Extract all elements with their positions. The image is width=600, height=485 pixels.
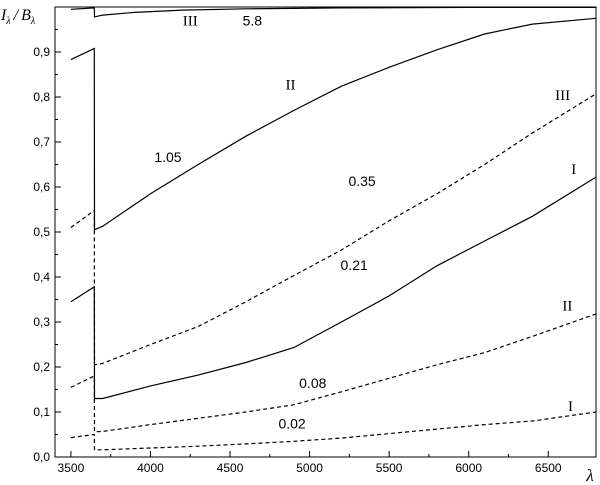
annotation-layer: III 5.8 II 1.05 III 0.35 I 0.21 II 0.08 I 0.02 xyxy=(154,13,576,432)
y-tick-label: 0,6 xyxy=(33,180,50,194)
y-title-b: B xyxy=(21,7,31,24)
roman-label: I xyxy=(568,399,573,415)
curve-value-label: 5.8 xyxy=(243,13,263,29)
roman-label: II xyxy=(562,298,572,314)
x-tick-label: 5000 xyxy=(296,461,323,475)
curve-value-label: 0.21 xyxy=(341,257,368,273)
roman-label: III xyxy=(183,14,198,30)
series-line xyxy=(70,17,597,231)
x-tick-label: 4500 xyxy=(217,461,244,475)
series-line xyxy=(70,6,596,18)
series-line xyxy=(70,313,597,433)
x-tick-label: 6000 xyxy=(455,461,482,475)
roman-label: II xyxy=(285,77,295,93)
series-line xyxy=(70,176,597,400)
x-tick-label: 4000 xyxy=(137,461,164,475)
roman-label: III xyxy=(555,88,570,104)
series-line xyxy=(70,411,597,451)
y-title-i: I xyxy=(0,7,7,24)
roman-label: I xyxy=(571,162,576,178)
y-tick-label: 0,1 xyxy=(33,405,50,419)
y-axis-title: Iλ / Bλ xyxy=(0,7,36,27)
series-layer xyxy=(70,6,597,451)
y-title-sub2: λ xyxy=(30,16,36,27)
x-tick-label: 6500 xyxy=(535,461,562,475)
y-tick-label: 0,7 xyxy=(33,135,50,149)
x-tick-label: 3500 xyxy=(58,461,85,475)
y-tick-label: 0,9 xyxy=(33,45,50,59)
y-tick-label: 0,2 xyxy=(33,360,50,374)
curve-value-label: 0.08 xyxy=(299,375,326,391)
x-axis: 3500 4000 4500 5000 5500 6000 6500 xyxy=(58,451,562,475)
y-tick-label: 0,5 xyxy=(33,225,50,239)
y-tick-label: 0,3 xyxy=(33,315,50,329)
y-tick-label: 0,4 xyxy=(33,270,50,284)
y-axis: 0,0 0,1 0,2 0,3 0,4 0,5 0,6 0,7 0,8 0,9 xyxy=(33,29,61,464)
curve-value-label: 1.05 xyxy=(154,149,181,165)
y-tick-label: 0,8 xyxy=(33,90,50,104)
curve-value-label: 0.35 xyxy=(348,173,375,189)
x-axis-title: λ xyxy=(585,466,593,485)
curve-value-label: 0.02 xyxy=(278,415,305,431)
x-tick-label: 5500 xyxy=(376,461,403,475)
y-tick-label: 0,0 xyxy=(33,450,50,464)
series-line xyxy=(70,93,597,366)
y-title-sep: / xyxy=(13,7,20,24)
y-title-sub1: λ xyxy=(5,16,11,27)
